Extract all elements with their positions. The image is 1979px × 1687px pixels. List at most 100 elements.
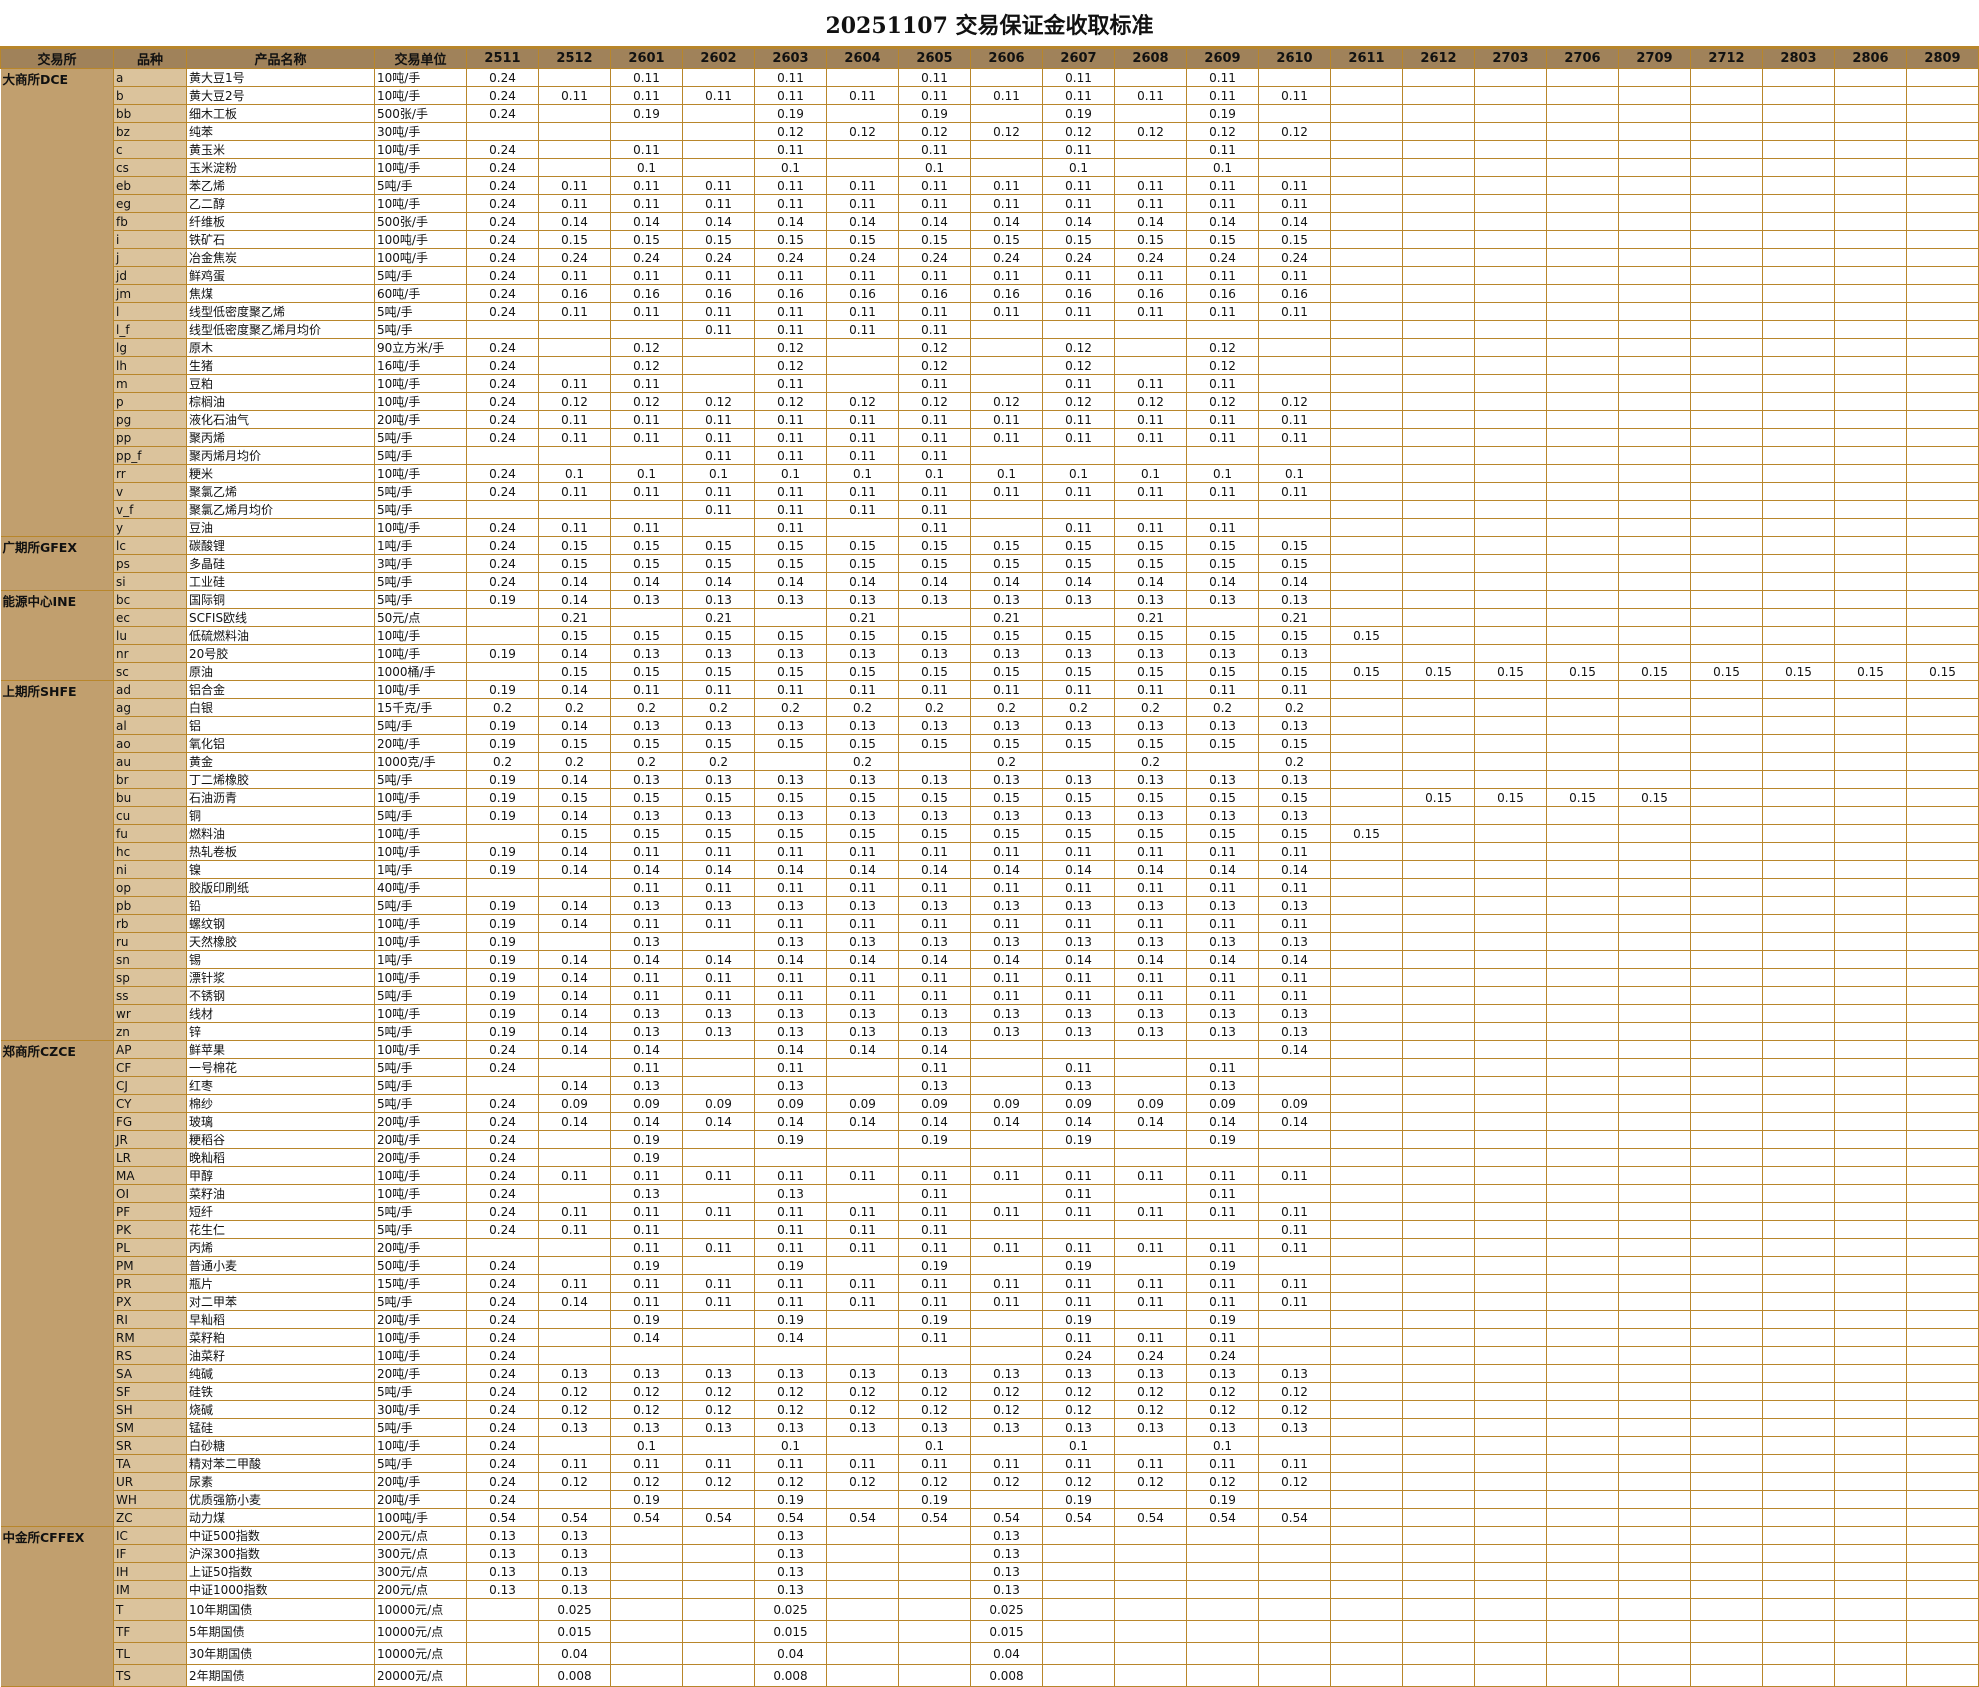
product-name-cell[interactable]: 低硫燃料油 — [186, 626, 375, 645]
margin-cell-2609[interactable]: 0.11 — [1186, 968, 1259, 987]
margin-cell-2806[interactable] — [1834, 1526, 1907, 1545]
margin-cell-2603[interactable]: 0.14 — [754, 1112, 827, 1131]
margin-cell-2511[interactable]: 0.19 — [466, 968, 539, 987]
header-month-2608[interactable]: 2608 — [1114, 48, 1187, 69]
margin-cell-2706[interactable] — [1546, 1436, 1619, 1455]
margin-cell-2709[interactable] — [1618, 158, 1691, 177]
margin-cell-2512[interactable]: 0.14 — [538, 680, 611, 699]
margin-cell-2610[interactable]: 0.14 — [1258, 860, 1331, 879]
margin-cell-2608[interactable]: 0.11 — [1114, 1166, 1187, 1185]
margin-cell-2809[interactable] — [1906, 374, 1979, 393]
unit-cell[interactable]: 10吨/手 — [374, 158, 467, 177]
product-name-cell[interactable]: 聚丙烯月均价 — [186, 446, 375, 465]
margin-cell-2709[interactable] — [1618, 1364, 1691, 1383]
margin-cell-2610[interactable]: 0.14 — [1258, 950, 1331, 969]
margin-cell-2603[interactable]: 0.11 — [754, 1274, 827, 1293]
margin-cell-2608[interactable]: 0.11 — [1114, 842, 1187, 861]
margin-cell-2803[interactable] — [1762, 392, 1835, 411]
margin-cell-2511[interactable]: 0.13 — [466, 1526, 539, 1545]
margin-cell-2604[interactable]: 0.13 — [826, 770, 899, 789]
margin-cell-2803[interactable] — [1762, 752, 1835, 771]
margin-cell-2809[interactable] — [1906, 68, 1979, 87]
margin-cell-2601[interactable]: 0.11 — [610, 266, 683, 285]
unit-cell[interactable]: 500张/手 — [374, 104, 467, 123]
margin-cell-2602[interactable]: 0.15 — [682, 626, 755, 645]
margin-cell-2612[interactable] — [1402, 1490, 1475, 1509]
margin-cell-2607[interactable]: 0.13 — [1042, 590, 1115, 609]
header-month-2612[interactable]: 2612 — [1402, 48, 1475, 69]
margin-cell-2809[interactable] — [1906, 860, 1979, 879]
margin-cell-2511[interactable]: 0.24 — [466, 1292, 539, 1311]
margin-cell-2511[interactable]: 0.24 — [466, 248, 539, 267]
margin-cell-2809[interactable] — [1906, 1418, 1979, 1437]
unit-cell[interactable]: 10吨/手 — [374, 914, 467, 933]
margin-cell-2604[interactable]: 0.11 — [826, 968, 899, 987]
margin-cell-2603[interactable]: 0.11 — [754, 842, 827, 861]
margin-cell-2602[interactable]: 0.14 — [682, 212, 755, 231]
code-cell[interactable]: SH — [113, 1400, 187, 1419]
margin-cell-2601[interactable]: 0.15 — [610, 734, 683, 753]
margin-cell-2605[interactable]: 0.13 — [898, 1364, 971, 1383]
margin-cell-2607[interactable]: 0.11 — [1042, 482, 1115, 501]
margin-cell-2602[interactable] — [682, 356, 755, 375]
margin-cell-2608[interactable] — [1114, 320, 1187, 339]
margin-cell-2712[interactable] — [1690, 1220, 1763, 1239]
margin-cell-2604[interactable]: 0.12 — [826, 392, 899, 411]
margin-cell-2612[interactable] — [1402, 914, 1475, 933]
margin-cell-2605[interactable]: 0.11 — [898, 986, 971, 1005]
margin-cell-2605[interactable]: 0.15 — [898, 554, 971, 573]
margin-cell-2512[interactable]: 0.11 — [538, 194, 611, 213]
margin-cell-2706[interactable] — [1546, 932, 1619, 951]
product-name-cell[interactable]: 黄金 — [186, 752, 375, 771]
margin-cell-2604[interactable] — [826, 1664, 899, 1687]
unit-cell[interactable]: 5吨/手 — [374, 176, 467, 195]
margin-cell-2611[interactable] — [1330, 518, 1403, 537]
margin-cell-2603[interactable]: 0.11 — [754, 1058, 827, 1077]
margin-cell-2809[interactable] — [1906, 176, 1979, 195]
margin-cell-2605[interactable]: 0.13 — [898, 932, 971, 951]
product-name-cell[interactable]: 菜籽粕 — [186, 1328, 375, 1347]
margin-cell-2511[interactable] — [466, 878, 539, 897]
margin-cell-2604[interactable]: 0.11 — [826, 1274, 899, 1293]
margin-cell-2512[interactable]: 0.14 — [538, 914, 611, 933]
margin-cell-2703[interactable] — [1474, 752, 1547, 771]
margin-cell-2703[interactable] — [1474, 1580, 1547, 1599]
margin-cell-2605[interactable]: 0.11 — [898, 500, 971, 519]
margin-cell-2709[interactable] — [1618, 644, 1691, 663]
margin-cell-2603[interactable]: 0.11 — [754, 446, 827, 465]
margin-cell-2601[interactable]: 0.15 — [610, 824, 683, 843]
margin-cell-2608[interactable]: 0.13 — [1114, 770, 1187, 789]
margin-cell-2612[interactable] — [1402, 1580, 1475, 1599]
margin-cell-2601[interactable] — [610, 1580, 683, 1599]
margin-cell-2601[interactable]: 0.13 — [610, 1022, 683, 1041]
margin-cell-2601[interactable]: 0.54 — [610, 1508, 683, 1527]
margin-cell-2611[interactable] — [1330, 554, 1403, 573]
margin-cell-2806[interactable] — [1834, 914, 1907, 933]
margin-cell-2612[interactable] — [1402, 230, 1475, 249]
margin-cell-2512[interactable]: 0.11 — [538, 1202, 611, 1221]
margin-cell-2512[interactable] — [538, 104, 611, 123]
margin-cell-2606[interactable]: 0.24 — [970, 248, 1043, 267]
margin-cell-2809[interactable] — [1906, 1382, 1979, 1401]
margin-cell-2512[interactable]: 0.11 — [538, 410, 611, 429]
margin-cell-2605[interactable]: 0.11 — [898, 1454, 971, 1473]
margin-cell-2709[interactable] — [1618, 1400, 1691, 1419]
margin-cell-2607[interactable]: 0.15 — [1042, 788, 1115, 807]
code-cell[interactable]: RM — [113, 1328, 187, 1347]
margin-cell-2712[interactable] — [1690, 176, 1763, 195]
margin-cell-2803[interactable] — [1762, 1310, 1835, 1329]
margin-cell-2512[interactable]: 0.15 — [538, 230, 611, 249]
margin-cell-2512[interactable]: 0.11 — [538, 1274, 611, 1293]
margin-cell-2706[interactable] — [1546, 1166, 1619, 1185]
margin-cell-2703[interactable] — [1474, 1256, 1547, 1275]
margin-cell-2706[interactable] — [1546, 1544, 1619, 1563]
margin-cell-2511[interactable] — [466, 122, 539, 141]
margin-cell-2608[interactable]: 0.11 — [1114, 482, 1187, 501]
margin-cell-2610[interactable] — [1258, 356, 1331, 375]
margin-cell-2709[interactable] — [1618, 1436, 1691, 1455]
margin-cell-2609[interactable]: 0.11 — [1186, 518, 1259, 537]
margin-cell-2606[interactable]: 0.2 — [970, 752, 1043, 771]
margin-cell-2602[interactable]: 0.13 — [682, 1004, 755, 1023]
margin-cell-2803[interactable] — [1762, 1148, 1835, 1167]
margin-cell-2603[interactable]: 0.11 — [754, 320, 827, 339]
